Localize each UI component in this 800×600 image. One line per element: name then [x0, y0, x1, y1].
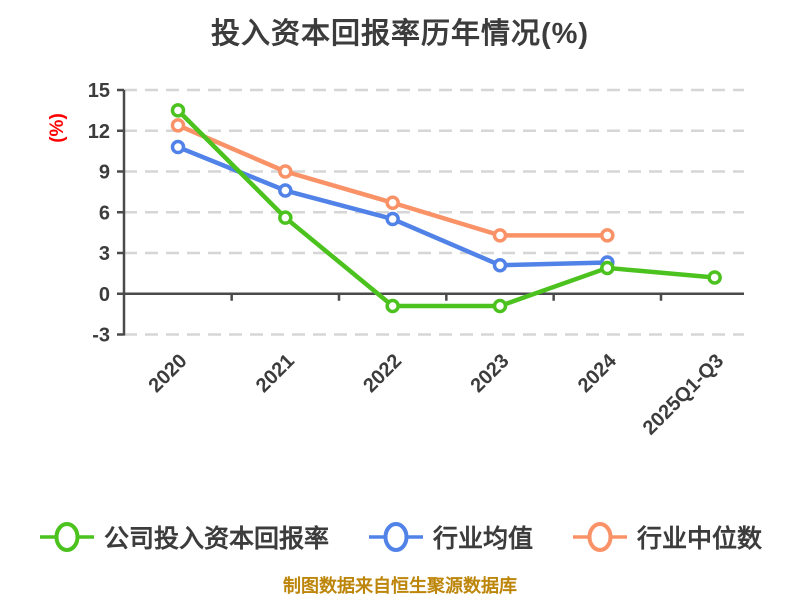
- svg-text:12: 12: [88, 121, 110, 143]
- svg-text:2024: 2024: [574, 349, 622, 397]
- legend: 公司投入资本回报率 行业均值 行业中位数: [0, 516, 800, 558]
- svg-text:15: 15: [88, 80, 110, 102]
- legend-item-industry-median: 行业中位数: [571, 519, 762, 555]
- legend-marker-industry-median-icon: [573, 522, 627, 552]
- svg-text:2021: 2021: [252, 350, 299, 397]
- svg-text:2022: 2022: [359, 350, 406, 397]
- footer-note: 制图数据来自恒生聚源数据库: [283, 576, 517, 596]
- svg-text:2023: 2023: [467, 350, 514, 397]
- svg-text:3: 3: [99, 243, 110, 265]
- svg-text:9: 9: [99, 162, 110, 184]
- legend-label-company: 公司投入资本回报率: [103, 525, 329, 553]
- chart-title: 投入资本回报率历年情况(%): [210, 18, 590, 50]
- legend-label-industry-median: 行业中位数: [637, 525, 763, 553]
- svg-text:(%): (%): [47, 113, 68, 143]
- svg-text:-3: -3: [92, 325, 110, 347]
- svg-text:6: 6: [99, 202, 110, 224]
- legend-item-industry-mean: 行业均值: [367, 519, 533, 555]
- svg-text:2025Q1-Q3: 2025Q1-Q3: [639, 350, 728, 439]
- legend-marker-industry-mean-icon: [368, 522, 423, 552]
- svg-text:2020: 2020: [145, 350, 192, 397]
- svg-text:0: 0: [99, 284, 110, 306]
- legend-item-company: 公司投入资本回报率: [38, 519, 329, 555]
- legend-label-industry-mean: 行业均值: [432, 525, 533, 553]
- legend-marker-company-icon: [39, 522, 94, 552]
